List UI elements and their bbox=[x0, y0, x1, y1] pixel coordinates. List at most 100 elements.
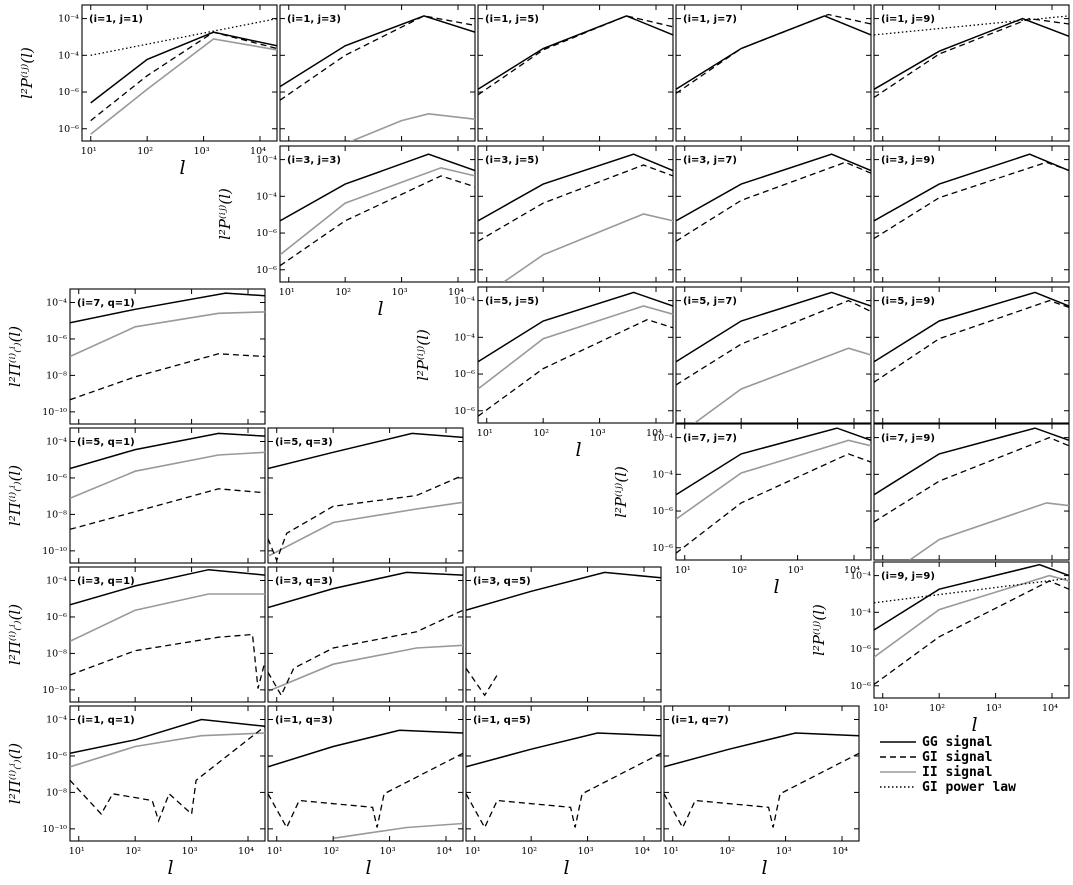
series-gg-line bbox=[874, 427, 1069, 496]
y-tick-label: 10⁻⁴ bbox=[652, 433, 673, 444]
x-tick-label: 10⁴ bbox=[634, 846, 650, 857]
series-gi-line bbox=[280, 175, 475, 267]
panel-curves bbox=[478, 15, 673, 96]
panel-label: (i=3, q=3) bbox=[275, 576, 333, 587]
series-gg-line bbox=[874, 563, 1069, 631]
series-gi-line bbox=[268, 609, 463, 697]
series-gi-line bbox=[478, 318, 673, 417]
series-ii-line bbox=[90, 38, 277, 135]
x-tick-label: 10¹ bbox=[279, 287, 295, 298]
panel-curves bbox=[466, 732, 661, 829]
y-tick-label: 10⁻⁴ bbox=[46, 437, 67, 448]
series-ii-line bbox=[70, 732, 265, 768]
panel-frame bbox=[873, 145, 1070, 283]
x-tick-label: 10⁴ bbox=[1042, 703, 1058, 714]
panel-curves bbox=[268, 571, 463, 697]
panel-label: (i=9, j=9) bbox=[881, 571, 935, 582]
panel-frame bbox=[675, 423, 872, 561]
panel-frame bbox=[69, 288, 266, 425]
panel-label: (i=5, j=5) bbox=[485, 296, 539, 307]
y-tick-label: 10⁻⁸ bbox=[46, 648, 67, 659]
panel-frame bbox=[267, 705, 464, 842]
x-axis-title: l bbox=[773, 576, 779, 598]
series-gi-line bbox=[466, 667, 498, 697]
x-tick-label: 10³ bbox=[182, 846, 198, 857]
x-axis-title: l bbox=[971, 714, 977, 736]
series-ii-line bbox=[268, 501, 463, 558]
panel-frame bbox=[873, 4, 1070, 142]
panel-frame bbox=[477, 4, 674, 142]
panel-label: (i=1, j=1) bbox=[89, 14, 143, 25]
series-ii-line bbox=[694, 347, 871, 423]
series-gg-line bbox=[874, 291, 1069, 363]
panel-i-1-q-3: 10¹ 10² 10³ 10⁴ (i=1, q=3) l bbox=[267, 705, 464, 879]
panel-label: (i=5, q=3) bbox=[275, 437, 333, 448]
series-gi-line bbox=[70, 633, 265, 689]
x-tick-label: 10⁴ bbox=[436, 846, 452, 857]
x-axis-title: l bbox=[179, 157, 185, 179]
x-tick-label: 10² bbox=[533, 428, 549, 439]
series-gg-line bbox=[268, 432, 463, 470]
panel-frame bbox=[477, 286, 674, 424]
y-tick-label: 10⁻⁶ bbox=[850, 644, 871, 655]
panel-frame bbox=[267, 566, 464, 703]
panel-frame bbox=[69, 705, 266, 842]
series-gi-line bbox=[676, 299, 871, 386]
series-gg-line bbox=[874, 153, 1069, 222]
y-tick-label: 10⁻⁶ bbox=[454, 406, 475, 417]
panel-label: (i=3, j=7) bbox=[683, 155, 737, 166]
x-tick-label: 10⁴ bbox=[250, 146, 266, 157]
series-ii-line bbox=[268, 644, 463, 692]
x-tick-label: 10⁴ bbox=[238, 846, 254, 857]
panel-i-3-j-7: (i=3, j=7) bbox=[675, 145, 872, 283]
panel-curves bbox=[90, 17, 277, 135]
series-ii-line bbox=[70, 311, 265, 358]
panel-i-3-j-5: (i=3, j=5) bbox=[477, 145, 674, 283]
panel-i-7-j-9: (i=7, j=9) bbox=[873, 423, 1070, 561]
y-tick-label: 10⁻⁴ bbox=[850, 571, 871, 582]
y-axis-title: l²P⁽ⁱʲ⁾(l) bbox=[810, 604, 828, 656]
panel-frame bbox=[69, 566, 266, 703]
panel-curves bbox=[280, 15, 475, 141]
series-gg-line bbox=[478, 291, 673, 363]
series-gg-line bbox=[676, 153, 871, 222]
panel-label: (i=5, j=7) bbox=[683, 296, 737, 307]
panel-label: (i=1, q=1) bbox=[77, 715, 135, 726]
x-axis-title: l bbox=[377, 298, 383, 320]
panel-label: (i=5, q=1) bbox=[77, 437, 135, 448]
series-gi-line bbox=[874, 580, 1069, 685]
series-ii-line bbox=[70, 593, 265, 643]
panel-curves bbox=[676, 291, 871, 423]
series-ii-line bbox=[503, 213, 673, 282]
panel-frame bbox=[69, 427, 266, 564]
series-gi-line bbox=[676, 453, 871, 554]
x-axis-title: l bbox=[167, 857, 173, 879]
panel-i-5-j-9: (i=5, j=9) bbox=[873, 286, 1070, 424]
y-tick-label: 10⁻⁴ bbox=[46, 715, 67, 726]
panel-label: (i=1, j=3) bbox=[287, 14, 341, 25]
panel-frame bbox=[663, 705, 860, 842]
y-tick-label: 10⁻⁶ bbox=[46, 334, 67, 345]
legend-label: GI signal bbox=[922, 750, 992, 765]
series-gg-line bbox=[70, 718, 265, 755]
y-tick-label: 10⁻¹⁰ bbox=[42, 407, 67, 418]
x-tick-label: 10² bbox=[521, 846, 537, 857]
series-ii-line bbox=[333, 822, 463, 840]
panel-frame bbox=[873, 561, 1070, 699]
panel-curves bbox=[676, 13, 871, 94]
series-ii-line bbox=[70, 451, 265, 499]
series-gi-line bbox=[70, 353, 265, 401]
series-gi-line bbox=[874, 299, 1069, 383]
series-gg-line bbox=[70, 292, 265, 324]
y-tick-label: 10⁻⁴ bbox=[454, 332, 475, 343]
panel-curves bbox=[874, 291, 1069, 383]
x-tick-label: 10¹ bbox=[873, 703, 889, 714]
x-tick-label: 10³ bbox=[578, 846, 594, 857]
series-ii-line bbox=[874, 574, 1069, 658]
panel-i-1-j-5: (i=1, j=5) bbox=[477, 4, 674, 142]
x-tick-label: 10³ bbox=[380, 846, 396, 857]
y-axis-title: l²Π⁽ⁱ⁾₍ⁱ₎(l) bbox=[6, 326, 24, 387]
panel-frame bbox=[267, 427, 464, 564]
